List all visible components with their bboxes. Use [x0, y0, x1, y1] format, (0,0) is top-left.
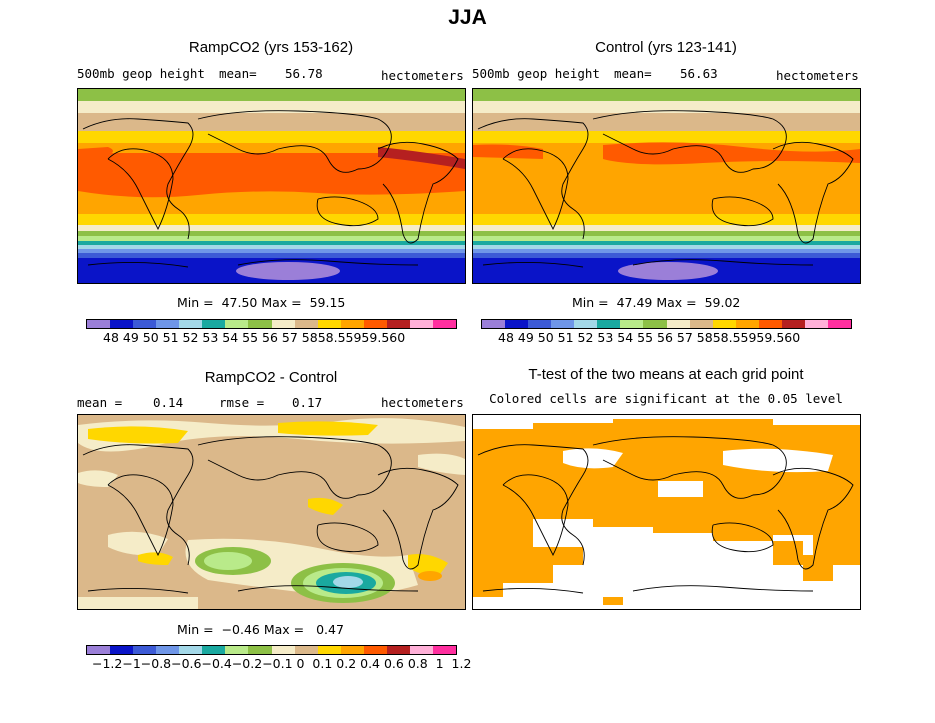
colorbar-swatch — [597, 320, 621, 328]
colorbar-swatch — [340, 646, 364, 654]
ramp-panel-title: RampCO2 (yrs 153-162) — [188, 39, 354, 56]
colorbar-swatch — [225, 646, 249, 654]
diff-panel-title: RampCO2 - Control — [204, 369, 338, 386]
colorbar-swatch — [87, 320, 111, 328]
ramp-field-label: 500mb geop height — [77, 66, 205, 81]
colorbar-swatch — [432, 646, 456, 654]
ttest-subtitle: Colored cells are significant at the 0.0… — [489, 391, 843, 406]
colorbar-swatch — [363, 320, 387, 328]
colorbar-swatch — [666, 320, 690, 328]
colorbar-swatch — [110, 646, 134, 654]
diff-mean-label: mean = — [77, 395, 123, 410]
colorbar-swatch — [202, 320, 226, 328]
diff-minmax: Min = −0.46 Max = 0.47 — [177, 622, 344, 637]
colorbar-swatch — [133, 646, 157, 654]
control-panel-title: Control (yrs 123-141) — [595, 39, 737, 56]
colorbar-swatch — [551, 320, 575, 328]
colorbar-swatch — [712, 320, 736, 328]
colorbar-swatch — [363, 646, 387, 654]
colorbar-swatch — [528, 320, 552, 328]
diff-rmse-label: rmse = — [219, 395, 265, 410]
ramp-colorbar — [86, 319, 457, 329]
control-field-label: 500mb geop height — [472, 66, 600, 81]
colorbar-swatch — [294, 646, 318, 654]
colorbar-swatch — [248, 646, 272, 654]
ramp-map — [77, 88, 466, 284]
colorbar-swatch — [386, 320, 410, 328]
ttest-panel-title: T-test of the two means at each grid poi… — [528, 366, 804, 383]
control-units: hectometers — [776, 68, 859, 83]
colorbar-swatch — [179, 320, 203, 328]
colorbar-swatch — [781, 320, 805, 328]
colorbar-swatch — [225, 320, 249, 328]
colorbar-swatch — [574, 320, 598, 328]
colorbar-swatch — [271, 646, 295, 654]
colorbar-swatch — [340, 320, 364, 328]
colorbar-swatch — [827, 320, 851, 328]
colorbar-swatch — [386, 646, 410, 654]
ramp-units: hectometers — [381, 68, 464, 83]
ramp-mean-value: 56.78 — [285, 66, 323, 81]
colorbar-swatch — [87, 646, 111, 654]
diff-map — [77, 414, 466, 610]
colorbar-swatch — [643, 320, 667, 328]
colorbar-swatch — [758, 320, 782, 328]
control-minmax: Min = 47.49 Max = 59.02 — [572, 295, 741, 310]
colorbar-swatch — [294, 320, 318, 328]
control-mean-value: 56.63 — [680, 66, 718, 81]
diff-rmse-value: 0.17 — [292, 395, 323, 410]
colorbar-swatch — [409, 646, 433, 654]
ramp-minmax: Min = 47.50 Max = 59.15 — [177, 295, 346, 310]
colorbar-swatch — [133, 320, 157, 328]
control-colorbar-labels: 48 49 50 51 52 53 54 55 56 57 5858.55959… — [498, 330, 801, 345]
diff-colorbar-labels: −1.2−1−0.8−0.6−0.4−0.2−0.1 0 0.1 0.2 0.4… — [92, 656, 472, 671]
ttest-map — [472, 414, 861, 610]
colorbar-swatch — [156, 320, 180, 328]
colorbar-swatch — [317, 320, 341, 328]
colorbar-swatch — [735, 320, 759, 328]
colorbar-swatch — [505, 320, 529, 328]
ramp-mean-label: mean= — [219, 66, 257, 81]
diff-mean-value: 0.14 — [153, 395, 184, 410]
colorbar-swatch — [110, 320, 134, 328]
colorbar-swatch — [804, 320, 828, 328]
colorbar-swatch — [156, 646, 180, 654]
colorbar-swatch — [248, 320, 272, 328]
diff-units: hectometers — [381, 395, 464, 410]
colorbar-swatch — [620, 320, 644, 328]
colorbar-swatch — [409, 320, 433, 328]
figure-title: JJA — [448, 6, 487, 29]
control-mean-label: mean= — [614, 66, 652, 81]
colorbar-swatch — [202, 646, 226, 654]
diff-colorbar — [86, 645, 457, 655]
ramp-colorbar-labels: 48 49 50 51 52 53 54 55 56 57 5858.55959… — [103, 330, 406, 345]
colorbar-swatch — [482, 320, 506, 328]
control-map — [472, 88, 861, 284]
control-colorbar — [481, 319, 852, 329]
colorbar-swatch — [317, 646, 341, 654]
colorbar-swatch — [432, 320, 456, 328]
colorbar-swatch — [689, 320, 713, 328]
colorbar-swatch — [271, 320, 295, 328]
colorbar-swatch — [179, 646, 203, 654]
